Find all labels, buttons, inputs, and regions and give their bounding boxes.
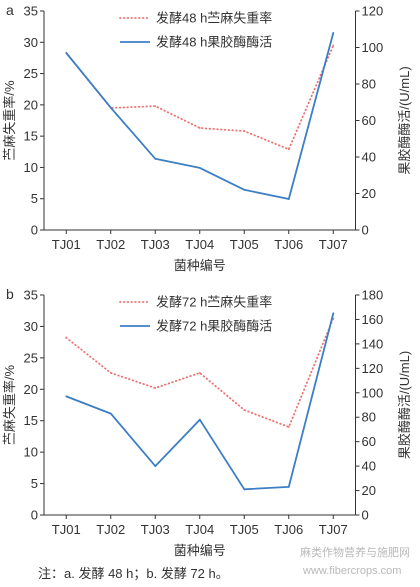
x-axis-title: 菌种编号 xyxy=(174,258,226,273)
data-point-weight-loss xyxy=(65,336,68,339)
x-axis-title: 菌种编号 xyxy=(174,543,226,558)
right-y-tick-label: 140 xyxy=(362,336,384,351)
figure-caption: 注：a. 发酵 48 h；b. 发酵 72 h。 xyxy=(38,566,229,582)
x-tick-label: TJ03 xyxy=(141,522,170,537)
data-point-weight-loss xyxy=(287,148,290,151)
data-point-pectinase-activity xyxy=(109,412,112,415)
right-y-axis-title: 果胶酶酶活/(U/mL) xyxy=(397,66,412,174)
right-y-tick-label: 80 xyxy=(362,77,376,92)
legend-label: 发酵48 h果胶酶酶活 xyxy=(156,35,272,50)
data-point-pectinase-activity xyxy=(287,486,290,488)
left-y-tick-label: 0 xyxy=(31,508,38,523)
legend-label: 发酵72 h苎麻失重率 xyxy=(156,295,272,310)
left-y-tick-label: 15 xyxy=(24,129,38,144)
x-tick-label: TJ05 xyxy=(230,522,259,537)
right-y-tick-label: 20 xyxy=(362,186,376,201)
watermark: 麻类作物营养与施肥网 www.fibercrops.com xyxy=(300,545,410,577)
x-tick-label: TJ02 xyxy=(96,522,125,537)
series-line-pectinase-activity xyxy=(65,313,335,491)
x-tick-label: TJ06 xyxy=(274,237,303,252)
left-y-tick-label: 25 xyxy=(24,350,38,365)
right-y-tick-label: 20 xyxy=(362,483,376,498)
data-point-pectinase-activity xyxy=(287,198,290,200)
left-y-tick-label: 5 xyxy=(31,191,38,206)
data-point-pectinase-activity xyxy=(243,488,246,491)
left-y-tick-label: 35 xyxy=(24,288,38,303)
right-y-tick-label: 80 xyxy=(362,410,376,425)
panel-label: a xyxy=(6,2,14,18)
right-y-axis-title: 果胶酶酶活/(U/mL) xyxy=(397,351,412,459)
data-point-weight-loss xyxy=(287,426,290,428)
right-y-tick-label: 100 xyxy=(362,385,384,400)
data-point-pectinase-activity xyxy=(65,52,68,54)
right-y-tick-label: 100 xyxy=(362,40,384,55)
x-tick-label: TJ07 xyxy=(319,522,348,537)
series-line-pectinase-activity xyxy=(65,32,335,200)
x-tick-label: TJ03 xyxy=(141,237,170,252)
left-y-tick-label: 20 xyxy=(24,97,38,112)
legend-label: 发酵48 h苎麻失重率 xyxy=(156,11,272,26)
right-y-tick-label: 60 xyxy=(362,434,376,449)
data-point-weight-loss xyxy=(243,130,246,133)
watermark-site-name: 麻类作物营养与施肥网 xyxy=(300,545,410,559)
data-point-weight-loss xyxy=(109,372,112,374)
x-tick-label: TJ02 xyxy=(96,237,125,252)
x-tick-label: TJ01 xyxy=(52,522,81,537)
right-y-tick-label: 180 xyxy=(362,288,384,303)
chart-panel-a: a 0 5 10 15 20 25 30 35 0 20 40 60 80 100 120 TJ01 TJ02 TJ… xyxy=(2,2,412,273)
series-line-weight-loss xyxy=(65,44,335,151)
data-point-pectinase-activity xyxy=(65,395,68,398)
right-y-tick-label: 160 xyxy=(362,312,384,327)
left-y-tick-label: 0 xyxy=(31,223,38,238)
data-point-weight-loss xyxy=(243,409,246,411)
data-point-pectinase-activity xyxy=(154,157,157,160)
data-point-pectinase-activity xyxy=(332,312,335,315)
left-y-tick-label: 15 xyxy=(24,413,38,428)
x-tick-label: TJ06 xyxy=(274,522,303,537)
data-point-pectinase-activity xyxy=(332,32,335,34)
data-point-pectinase-activity xyxy=(198,167,201,169)
right-y-tick-label: 40 xyxy=(362,459,376,474)
data-point-pectinase-activity xyxy=(198,418,201,421)
x-tick-label: TJ04 xyxy=(185,522,214,537)
watermark-url: www.fibercrops.com xyxy=(302,565,401,577)
legend-label: 发酵72 h果胶酶酶活 xyxy=(156,319,272,334)
data-point-pectinase-activity xyxy=(109,106,112,109)
data-point-weight-loss xyxy=(332,44,335,47)
left-y-axis-title: 苎麻失重率/% xyxy=(2,80,17,161)
left-y-tick-label: 35 xyxy=(24,4,38,19)
left-y-tick-label: 10 xyxy=(24,160,38,175)
left-y-tick-label: 30 xyxy=(24,319,38,334)
data-point-pectinase-activity xyxy=(154,465,157,467)
chart-panel-b: b 0 5 10 15 20 25 30 35 0 20 40 60 80 100 120 140 160 180 T… xyxy=(2,286,412,558)
right-y-tick-label: 40 xyxy=(362,150,376,165)
data-point-weight-loss xyxy=(198,127,201,129)
right-y-tick-label: 60 xyxy=(362,113,376,128)
data-point-weight-loss xyxy=(154,387,157,389)
x-tick-label: TJ01 xyxy=(52,237,81,252)
left-y-tick-label: 10 xyxy=(24,445,38,460)
right-y-tick-label: 0 xyxy=(362,508,369,523)
data-point-weight-loss xyxy=(154,105,157,107)
x-tick-label: TJ04 xyxy=(185,237,214,252)
right-y-tick-label: 120 xyxy=(362,361,384,376)
right-y-tick-label: 120 xyxy=(362,4,384,19)
left-y-tick-label: 5 xyxy=(31,476,38,491)
data-point-pectinase-activity xyxy=(243,188,246,191)
left-y-axis-title: 苎麻失重率/% xyxy=(2,364,17,445)
left-y-tick-label: 30 xyxy=(24,35,38,50)
x-tick-label: TJ05 xyxy=(230,237,259,252)
left-y-tick-label: 20 xyxy=(24,382,38,397)
x-tick-label: TJ07 xyxy=(319,237,348,252)
right-y-tick-label: 0 xyxy=(362,223,369,238)
data-point-weight-loss xyxy=(198,372,201,374)
panel-label: b xyxy=(6,286,14,302)
left-y-tick-label: 25 xyxy=(24,66,38,81)
